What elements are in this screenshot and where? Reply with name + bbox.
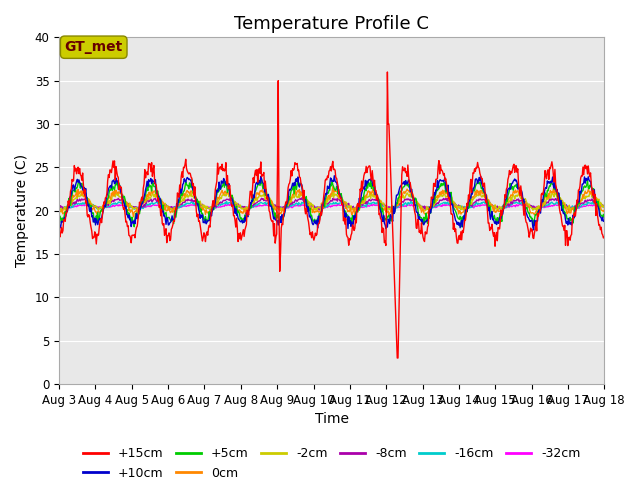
-16cm xyxy=(399,202,406,207)
-32cm xyxy=(392,206,399,212)
-2cm xyxy=(415,202,423,208)
+10cm xyxy=(205,218,213,224)
-8cm xyxy=(316,207,323,213)
-32cm xyxy=(600,204,608,209)
-32cm xyxy=(121,203,129,208)
+10cm xyxy=(415,217,422,223)
+5cm xyxy=(207,212,214,217)
-2cm xyxy=(329,189,337,195)
+5cm xyxy=(188,177,196,182)
-32cm xyxy=(399,203,407,209)
-16cm xyxy=(121,202,129,207)
-32cm xyxy=(415,204,423,210)
0cm xyxy=(121,201,129,207)
+10cm xyxy=(330,173,338,179)
+5cm xyxy=(177,189,185,195)
+15cm xyxy=(121,212,129,217)
-32cm xyxy=(55,204,63,209)
0cm xyxy=(399,190,407,195)
Legend: +15cm, +10cm, +5cm, 0cm, -2cm, -8cm, -16cm, -32cm: +15cm, +10cm, +5cm, 0cm, -2cm, -8cm, -16… xyxy=(78,442,586,480)
-32cm xyxy=(65,205,73,211)
-2cm xyxy=(58,210,66,216)
Text: GT_met: GT_met xyxy=(65,40,123,54)
+15cm xyxy=(394,355,401,361)
+15cm xyxy=(177,185,184,191)
+15cm xyxy=(399,168,407,173)
Y-axis label: Temperature (C): Temperature (C) xyxy=(15,154,29,267)
+15cm xyxy=(55,232,63,238)
-16cm xyxy=(205,205,213,211)
-8cm xyxy=(415,202,423,207)
+5cm xyxy=(600,214,608,220)
-2cm xyxy=(399,192,407,198)
Line: +5cm: +5cm xyxy=(59,180,604,227)
+5cm xyxy=(399,184,407,190)
-2cm xyxy=(55,208,63,214)
+15cm xyxy=(383,69,391,75)
0cm xyxy=(206,207,214,213)
+5cm xyxy=(55,214,63,220)
+5cm xyxy=(121,197,129,203)
-16cm xyxy=(415,204,423,209)
-8cm xyxy=(121,199,129,204)
+5cm xyxy=(65,195,73,201)
-8cm xyxy=(177,202,184,207)
Line: +15cm: +15cm xyxy=(59,72,604,358)
-2cm xyxy=(600,205,608,211)
+10cm xyxy=(65,205,73,211)
+10cm xyxy=(55,220,63,226)
+5cm xyxy=(415,212,423,217)
+10cm xyxy=(177,185,184,191)
+10cm xyxy=(399,180,406,186)
0cm xyxy=(65,202,73,208)
+10cm xyxy=(121,205,129,211)
-16cm xyxy=(177,204,184,210)
-32cm xyxy=(195,201,202,207)
0cm xyxy=(600,209,608,215)
0cm xyxy=(415,203,423,209)
-16cm xyxy=(600,204,608,210)
-2cm xyxy=(177,199,185,204)
-16cm xyxy=(407,198,415,204)
-16cm xyxy=(280,207,288,213)
Line: -8cm: -8cm xyxy=(59,198,604,210)
+5cm xyxy=(131,224,138,229)
-8cm xyxy=(205,206,213,212)
Line: 0cm: 0cm xyxy=(59,187,604,217)
-8cm xyxy=(399,199,407,205)
+10cm xyxy=(530,227,538,233)
-8cm xyxy=(334,195,342,201)
Line: -32cm: -32cm xyxy=(59,204,604,209)
-2cm xyxy=(206,206,214,212)
Line: +10cm: +10cm xyxy=(59,176,604,230)
-8cm xyxy=(600,204,608,210)
-16cm xyxy=(65,204,73,210)
Line: -2cm: -2cm xyxy=(59,192,604,213)
-2cm xyxy=(66,201,74,207)
Title: Temperature Profile C: Temperature Profile C xyxy=(234,15,429,33)
+15cm xyxy=(600,234,608,240)
0cm xyxy=(130,214,138,220)
-32cm xyxy=(177,204,184,210)
+15cm xyxy=(205,223,213,228)
-2cm xyxy=(122,201,130,206)
X-axis label: Time: Time xyxy=(315,412,349,426)
-8cm xyxy=(55,204,63,210)
+15cm xyxy=(415,229,423,235)
0cm xyxy=(329,184,337,190)
+15cm xyxy=(65,203,73,209)
0cm xyxy=(177,195,185,201)
-8cm xyxy=(65,203,73,209)
+10cm xyxy=(600,218,608,224)
-32cm xyxy=(206,204,214,210)
Line: -16cm: -16cm xyxy=(59,201,604,210)
0cm xyxy=(55,210,63,216)
-16cm xyxy=(55,204,63,210)
